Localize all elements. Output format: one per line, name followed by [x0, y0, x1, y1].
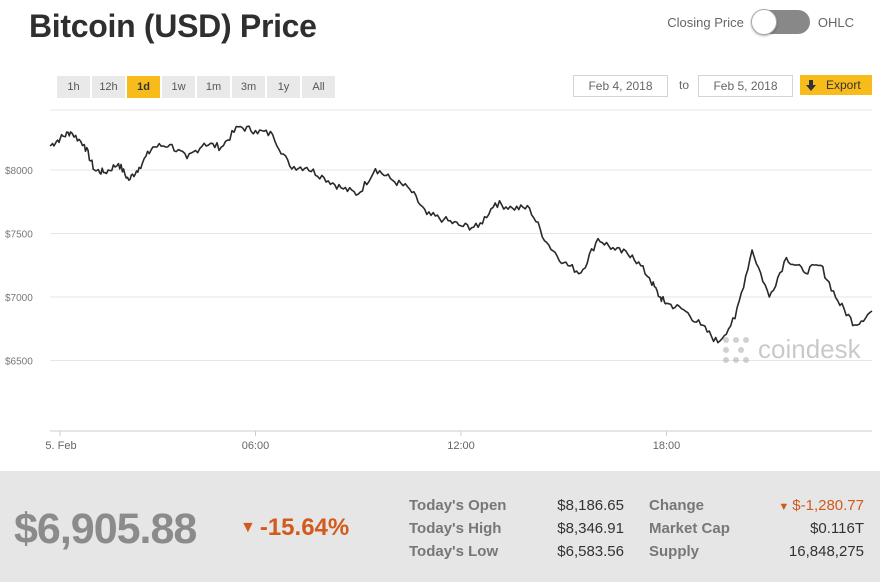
change-percent-value: -15.64% — [259, 514, 350, 541]
range-1y-button[interactable]: 1y — [267, 76, 300, 98]
y-tick-label: $7000 — [5, 293, 33, 304]
y-tick-label: $7500 — [5, 230, 33, 241]
toggle-knob[interactable] — [750, 9, 777, 35]
low-value: $6,583.56 — [557, 543, 624, 560]
ohlc-label: OHLC — [817, 14, 854, 30]
y-tick-label: $6500 — [5, 357, 33, 368]
chart-grid — [50, 169, 872, 361]
closing-price-label: Closing Price — [667, 14, 744, 30]
high-label: Today's High — [409, 520, 502, 537]
down-triangle-icon: ▼ — [240, 519, 256, 536]
download-arrow-icon — [806, 79, 816, 91]
range-12h-button[interactable]: 12h — [92, 76, 125, 98]
summary-panel: $6,905.88 ▼ -15.64% Today's Open $8,186.… — [0, 471, 880, 582]
time-range-selector: 1h 12h 1d 1w 1m 3m 1y All — [57, 76, 335, 98]
range-1w-button[interactable]: 1w — [162, 76, 195, 98]
change-down-icon: ▼ — [778, 501, 793, 513]
market-cap-label: Market Cap — [649, 520, 730, 537]
change-label: Change — [649, 497, 705, 514]
coindesk-watermark: coindesk — [723, 334, 862, 364]
date-to-label: to — [679, 78, 690, 92]
range-3m-button[interactable]: 3m — [232, 76, 265, 98]
change-percent: ▼ -15.64% — [240, 514, 349, 542]
page-title: Bitcoin (USD) Price — [29, 8, 317, 44]
x-tick-label: 5. Feb — [45, 440, 76, 452]
price-chart: $6500 $7000 $7500 $8000 5. Feb 06:00 12:00 18:… — [5, 109, 873, 452]
export-button[interactable]: Export — [800, 75, 872, 95]
date-from-input[interactable]: Feb 4, 2018 — [573, 75, 668, 97]
y-axis: $6500 $7000 $7500 $8000 — [5, 166, 33, 368]
date-to-input[interactable]: Feb 5, 2018 — [698, 75, 793, 97]
low-label: Today's Low — [409, 543, 499, 560]
range-1h-button[interactable]: 1h — [57, 76, 90, 98]
coindesk-logo-icon — [723, 337, 749, 363]
range-1d-button[interactable]: 1d — [127, 76, 160, 98]
supply-value: 16,848,275 — [788, 543, 864, 560]
export-label: Export — [826, 78, 861, 92]
watermark-text: coindesk — [758, 334, 862, 364]
x-tick-label: 12:00 — [447, 440, 475, 452]
price-series-line — [49, 125, 873, 344]
high-value: $8,346.91 — [557, 520, 624, 537]
supply-label: Supply — [649, 543, 700, 560]
range-1m-button[interactable]: 1m — [197, 76, 230, 98]
change-amount: $-1,280.77 — [792, 497, 864, 514]
y-tick-label: $8000 — [5, 166, 33, 177]
open-value: $8,186.65 — [557, 497, 624, 514]
x-axis: 5. Feb 06:00 12:00 18:00 — [45, 430, 872, 452]
current-price: $6,905.88 — [14, 505, 197, 553]
range-all-button[interactable]: All — [302, 76, 335, 98]
x-tick-label: 06:00 — [242, 440, 270, 452]
price-mode-toggle[interactable] — [750, 9, 810, 35]
open-label: Today's Open — [409, 497, 507, 514]
price-mode-toggle-group: Closing Price OHLC — [659, 9, 862, 35]
market-cap-value: $0.116T — [810, 520, 864, 537]
x-tick-label: 18:00 — [653, 440, 681, 452]
change-value: ▼ $-1,280.77 — [740, 497, 864, 514]
